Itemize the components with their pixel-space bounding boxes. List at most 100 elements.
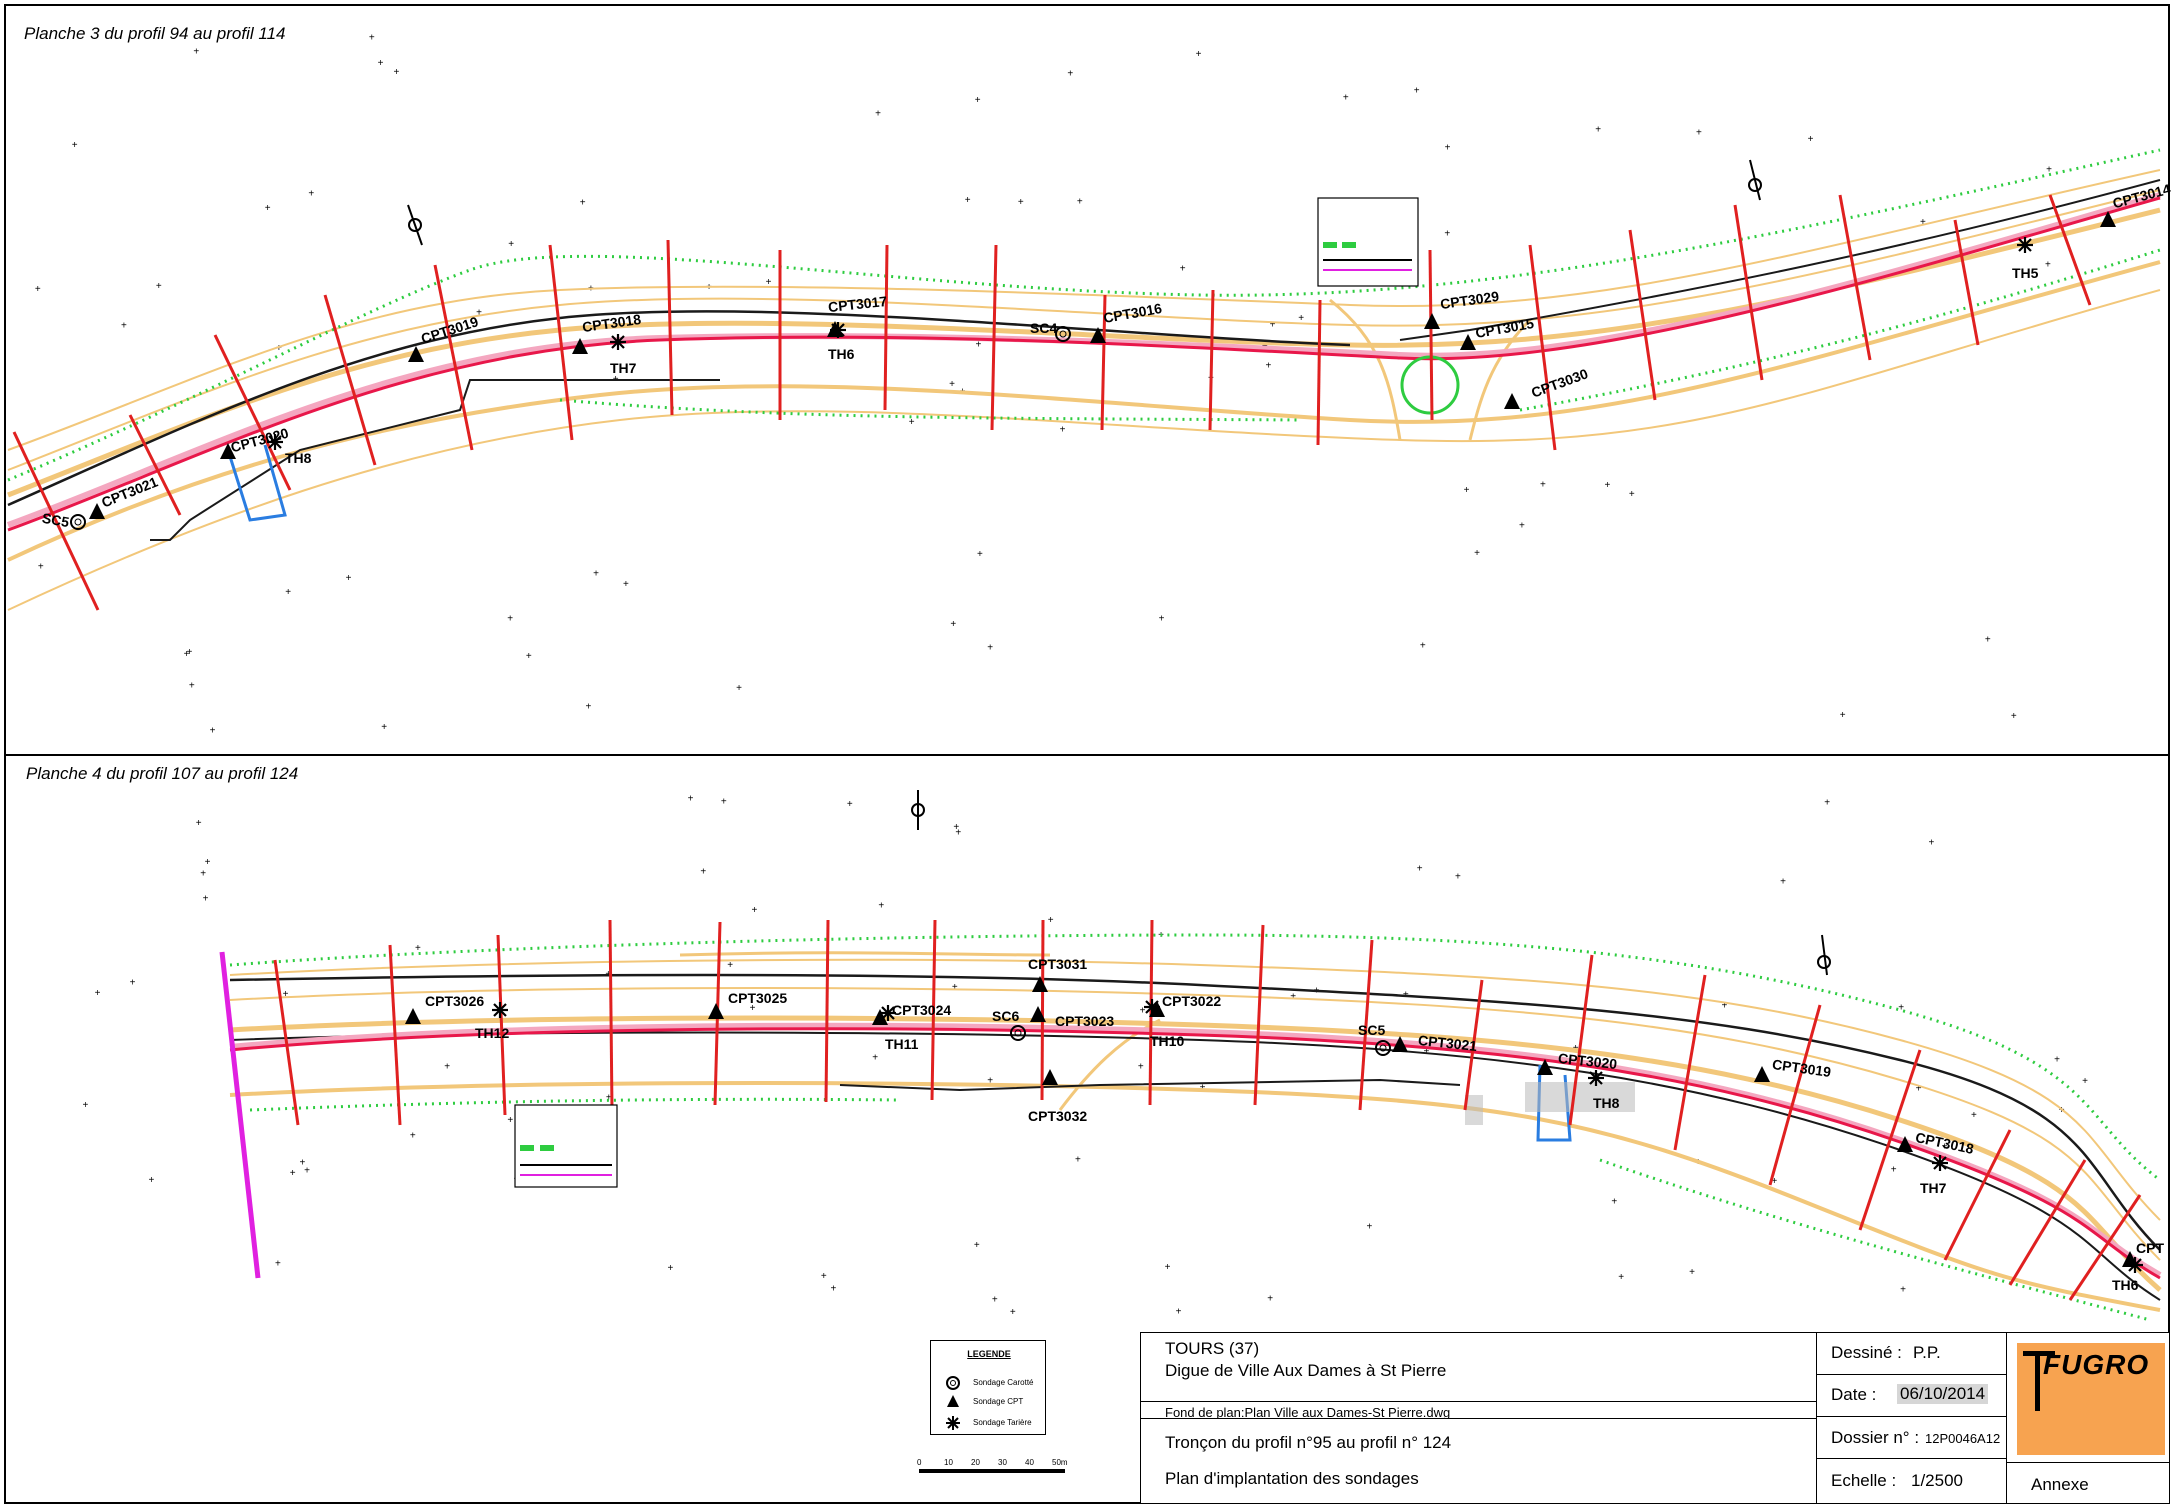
plan4-label: CPT3026 xyxy=(425,993,485,1009)
plan3-terrain-line xyxy=(7,189,2161,471)
survey-point-mark: + xyxy=(1971,1110,1977,1121)
tariere-symbol-icon xyxy=(880,1005,896,1021)
triangle-icon xyxy=(947,1395,959,1407)
plan3-profile-line xyxy=(1316,299,1322,446)
plan3-boundary xyxy=(1399,179,2161,341)
plan4-limit-line xyxy=(219,951,261,1279)
survey-point-mark: + xyxy=(1018,197,1024,208)
survey-point-mark: + xyxy=(526,651,532,662)
plan4-profile-line xyxy=(1358,939,1374,1111)
survey-point-mark: + xyxy=(1928,838,1934,849)
tariere-symbol-icon xyxy=(1932,1155,1948,1171)
scale-tick: 20 xyxy=(971,1458,980,1467)
plan4-label: TH8 xyxy=(1593,1095,1620,1111)
survey-point-mark: + xyxy=(189,680,195,691)
survey-point-mark: + xyxy=(1519,520,1525,531)
cpt-symbol-icon xyxy=(1392,1036,1408,1052)
legend-title: LEGENDE xyxy=(967,1349,1011,1359)
plan4-vegetation xyxy=(249,1097,901,1112)
survey-point-mark: + xyxy=(2082,1076,2088,1087)
embedded-legend-plan3 xyxy=(1317,197,1419,287)
dossier-cell: Dossier n° : 12P0046A12 xyxy=(1816,1416,2008,1460)
survey-point-mark: + xyxy=(1689,1267,1695,1278)
survey-point-mark: + xyxy=(2011,711,2017,722)
plan4-terrain-line xyxy=(229,1015,2162,1292)
survey-point-mark: + xyxy=(1180,263,1186,274)
plan3-profile-line xyxy=(883,244,889,411)
survey-point-mark: + xyxy=(949,379,955,390)
survey-point-mark: + xyxy=(35,284,41,295)
plan3-vegetation xyxy=(7,148,2161,482)
survey-point-mark: + xyxy=(1140,1005,1146,1016)
tariere-symbol-icon xyxy=(267,434,283,450)
plan4-hatched-area xyxy=(1465,1095,1483,1125)
annex-text: Annexe xyxy=(2031,1475,2089,1494)
survey-point-mark: + xyxy=(290,1168,296,1179)
survey-point-mark: + xyxy=(415,943,421,954)
survey-point-mark: + xyxy=(878,900,884,911)
plan4-label: TH10 xyxy=(1150,1033,1185,1049)
cpt-symbol-icon xyxy=(1030,1006,1046,1022)
survey-point-mark: + xyxy=(130,978,136,989)
cpt-symbol-icon xyxy=(572,338,588,354)
tariere-symbol-icon xyxy=(2017,237,2033,253)
plan4-label: CPT3022 xyxy=(1162,993,1222,1009)
plan4-label: CPT3032 xyxy=(1028,1108,1088,1124)
survey-point-mark: + xyxy=(1196,49,1202,60)
survey-point-mark: + xyxy=(700,866,706,877)
location-text: TOURS (37) xyxy=(1165,1339,1260,1358)
legend: LEGENDE Sondage Carotté Sondage CPT Sond… xyxy=(930,1340,1046,1435)
plan3-axis-pale xyxy=(6,192,2161,528)
survey-point-mark: + xyxy=(1077,197,1083,208)
survey-point-mark: + xyxy=(965,195,971,206)
tariere-symbol-icon xyxy=(2127,1257,2143,1273)
scale-tick: 10 xyxy=(944,1458,953,1467)
north-arrow-icon xyxy=(1748,159,1762,201)
survey-point-mark: + xyxy=(830,1283,836,1294)
survey-point-mark: + xyxy=(265,203,271,214)
logo-cell: FUGRO xyxy=(2006,1332,2170,1464)
survey-point-mark: + xyxy=(304,1166,310,1177)
plan3-profile-line xyxy=(12,431,100,611)
survey-point-mark: + xyxy=(736,683,742,694)
plan4-vegetation xyxy=(1599,1158,2151,1322)
survey-point-mark: + xyxy=(1444,229,1450,240)
scale-bar xyxy=(919,1469,1065,1473)
survey-point-mark: + xyxy=(1138,1061,1144,1072)
plan4-boundary xyxy=(229,1031,2161,1301)
plan3-profile-line xyxy=(1838,194,1872,361)
survey-point-mark: + xyxy=(148,1175,154,1186)
survey-point-mark: + xyxy=(2045,259,2051,270)
survey-point-mark: + xyxy=(821,1271,827,1282)
survey-point-mark: + xyxy=(285,587,291,598)
plan4-label: CPT xyxy=(2136,1240,2164,1256)
plan4-profile-line xyxy=(608,919,614,1111)
survey-point-mark: + xyxy=(1270,320,1276,331)
plan4-profile-line xyxy=(2008,1159,2087,1286)
plan3-profile-line xyxy=(1953,219,1980,346)
cpt-symbol-icon xyxy=(1042,1069,1058,1085)
survey-point-mark: + xyxy=(751,905,757,916)
north-arrow-icon xyxy=(911,790,925,830)
plan4-axis xyxy=(229,1027,2161,1280)
survey-point-mark: + xyxy=(1159,614,1165,625)
legend-icons xyxy=(946,1376,960,1430)
plan3-terrain-line xyxy=(7,260,2161,562)
survey-point-mark: + xyxy=(1048,915,1054,926)
plan3-profile-line xyxy=(1428,249,1434,421)
plan3-profile-line xyxy=(213,334,292,491)
carotte-symbol-icon xyxy=(1375,1040,1391,1056)
plan4-profile-line xyxy=(388,944,402,1126)
survey-point-mark: + xyxy=(1200,1083,1206,1094)
plan3-axis xyxy=(7,196,2161,532)
survey-point-mark: + xyxy=(766,277,772,288)
plan4-profile-line xyxy=(824,919,830,1103)
survey-point-mark: + xyxy=(1629,489,1635,500)
date-cell: Date : 06/10/2014 xyxy=(1816,1374,2008,1418)
section-text: Tronçon du profil n°95 au profil n° 124 xyxy=(1165,1433,1452,1452)
carotte-symbol-icon xyxy=(70,514,86,530)
survey-point-mark: + xyxy=(210,725,216,736)
survey-point-mark: + xyxy=(1722,1000,1728,1011)
plan4-label: CPT3025 xyxy=(728,990,788,1006)
